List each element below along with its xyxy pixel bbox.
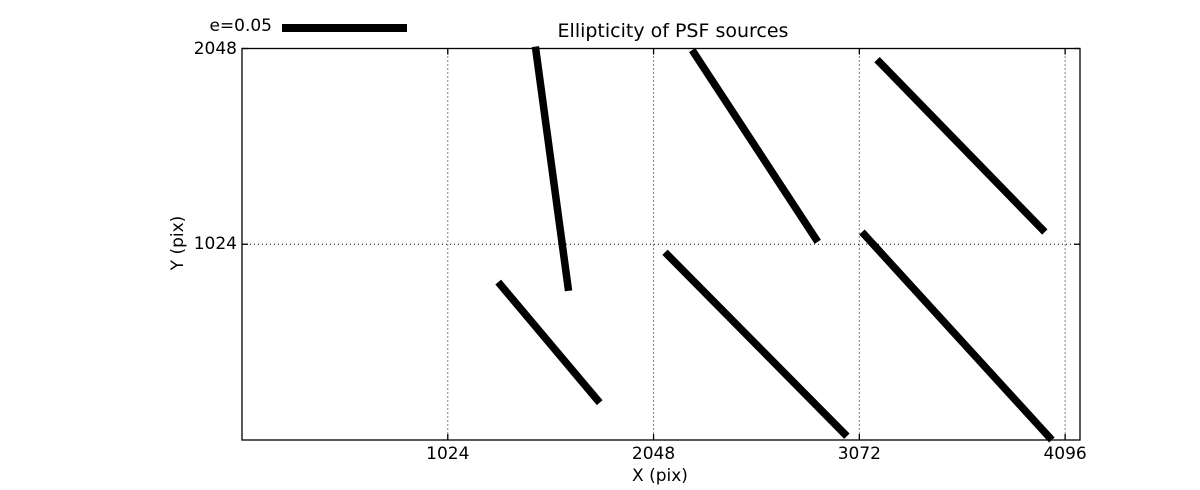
ellipticity-whisker-2 (689, 47, 821, 244)
legend-label: e=0.05 (209, 16, 272, 36)
x-axis-label: X (pix) (632, 466, 688, 486)
ellipticity-whisker-1 (495, 279, 603, 406)
legend-ellipticity-bar (282, 24, 407, 32)
axes-spines (241, 47, 1081, 441)
y-tick-label-1024: 1024 (193, 234, 237, 255)
chart-title: Ellipticity of PSF sources (557, 20, 789, 42)
y-tick-label-2048: 2048 (193, 38, 237, 59)
x-tick-label-4096: 4096 (1043, 444, 1087, 464)
x-tick-label-3072: 3072 (837, 444, 881, 464)
x-tick-label-1024: 1024 (426, 444, 470, 464)
ellipticity-whisker-5 (859, 229, 1055, 443)
x-tick-label-2048: 2048 (631, 444, 676, 464)
ellipticity-whisker-4 (874, 56, 1048, 235)
ellipticity-whisker-3 (662, 249, 850, 439)
ellipticity-whisker-0 (531, 46, 573, 292)
